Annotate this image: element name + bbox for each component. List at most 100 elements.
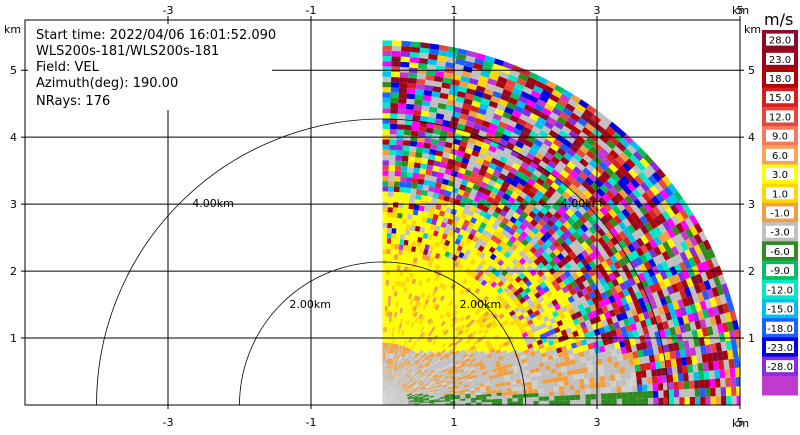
radar-cell xyxy=(538,392,544,397)
radar-cell xyxy=(526,381,533,386)
radar-cell xyxy=(439,395,445,398)
radar-cell xyxy=(395,301,399,308)
colorbar-label: -12.0 xyxy=(767,285,793,296)
radar-cell xyxy=(389,393,394,398)
radar-cell xyxy=(396,396,402,399)
radar-cell xyxy=(472,254,479,261)
radar-cell xyxy=(622,148,633,159)
radar-cell xyxy=(404,282,409,288)
radar-cell xyxy=(416,378,422,383)
radar-cell xyxy=(518,337,526,344)
radar-cell xyxy=(644,251,653,261)
radar-cell xyxy=(392,382,396,387)
radar-cell xyxy=(651,195,661,206)
radar-cell xyxy=(663,186,674,197)
radar-cell xyxy=(440,379,446,383)
radar-cell xyxy=(483,261,491,269)
radar-cell xyxy=(706,258,715,270)
radar-cell xyxy=(467,316,474,323)
radar-cell xyxy=(389,393,394,398)
radar-cell xyxy=(499,197,508,206)
radar-cell xyxy=(385,396,389,401)
radar-cell xyxy=(525,250,534,258)
radar-cell xyxy=(382,401,387,405)
radar-cell xyxy=(505,79,517,88)
radar-cell xyxy=(598,299,607,308)
radar-cell xyxy=(606,303,614,312)
radar-cell xyxy=(530,218,539,227)
radar-cell xyxy=(446,380,452,385)
radar-cell xyxy=(389,358,391,364)
radar-cell xyxy=(495,383,501,388)
radar-cell xyxy=(479,331,486,338)
radar-cell xyxy=(555,331,563,338)
radar-cell xyxy=(400,302,405,309)
radar-cell xyxy=(420,292,426,298)
radar-cell xyxy=(511,250,519,258)
radar-cell xyxy=(417,394,423,397)
colorbar-label-bg xyxy=(766,225,794,238)
radar-cell xyxy=(701,290,710,301)
radar-cell xyxy=(459,392,466,395)
radar-cell xyxy=(382,400,386,405)
radar-cell xyxy=(410,224,416,231)
radar-cell xyxy=(544,210,554,220)
radar-cell xyxy=(541,250,549,259)
radar-cell xyxy=(525,279,533,287)
radar-cell xyxy=(449,373,455,378)
radar-cell xyxy=(459,162,468,170)
radar-cell xyxy=(538,400,544,405)
radar-cell xyxy=(733,358,740,368)
radar-cell xyxy=(404,187,412,194)
radar-cell xyxy=(533,250,542,258)
radar-cell xyxy=(475,317,482,324)
radar-cell xyxy=(495,244,503,253)
radar-cell xyxy=(724,312,732,323)
radar-cell xyxy=(526,76,538,86)
radar-cell xyxy=(387,353,390,359)
radar-cell xyxy=(424,354,430,360)
radar-cell xyxy=(391,66,401,73)
radar-cell xyxy=(550,368,557,374)
radar-cell xyxy=(402,399,409,402)
radar-cell xyxy=(684,305,693,315)
radar-cell xyxy=(418,397,424,400)
radar-cell xyxy=(387,403,393,405)
radar-cell xyxy=(492,371,499,376)
radar-cell xyxy=(410,377,415,383)
radar-cell xyxy=(499,306,507,313)
radar-cell xyxy=(419,364,425,370)
radar-cell xyxy=(417,355,422,361)
radar-cell xyxy=(407,282,412,289)
radar-cell xyxy=(429,345,435,351)
field-label: Field: VEL xyxy=(36,60,100,75)
radar-cell xyxy=(559,361,566,368)
radar-cell xyxy=(633,357,640,366)
radar-cell xyxy=(642,398,649,405)
radar-cell xyxy=(439,313,445,320)
radar-cell xyxy=(416,258,422,265)
radar-cell xyxy=(429,43,440,50)
radar-cell xyxy=(412,257,418,264)
radar-cell xyxy=(697,252,707,263)
radar-cell xyxy=(411,278,417,285)
radar-cell xyxy=(545,369,552,375)
radar-cell xyxy=(403,400,409,402)
radar-cell xyxy=(581,287,589,296)
radar-cell xyxy=(390,92,399,99)
radar-cell xyxy=(653,216,663,227)
radar-cell xyxy=(406,373,411,378)
radar-cell xyxy=(406,382,412,386)
radar-cell xyxy=(385,269,390,275)
radar-cell xyxy=(533,331,540,338)
radar-cell xyxy=(675,222,685,234)
radar-cell xyxy=(453,106,462,114)
radar-cell xyxy=(444,279,450,286)
radar-cell xyxy=(675,212,685,223)
radar-cell xyxy=(489,362,496,367)
radar-cell xyxy=(475,85,486,93)
radar-cell xyxy=(402,370,407,375)
radar-cell xyxy=(709,267,719,279)
radar-cell xyxy=(436,344,442,350)
radar-cell xyxy=(403,346,407,353)
